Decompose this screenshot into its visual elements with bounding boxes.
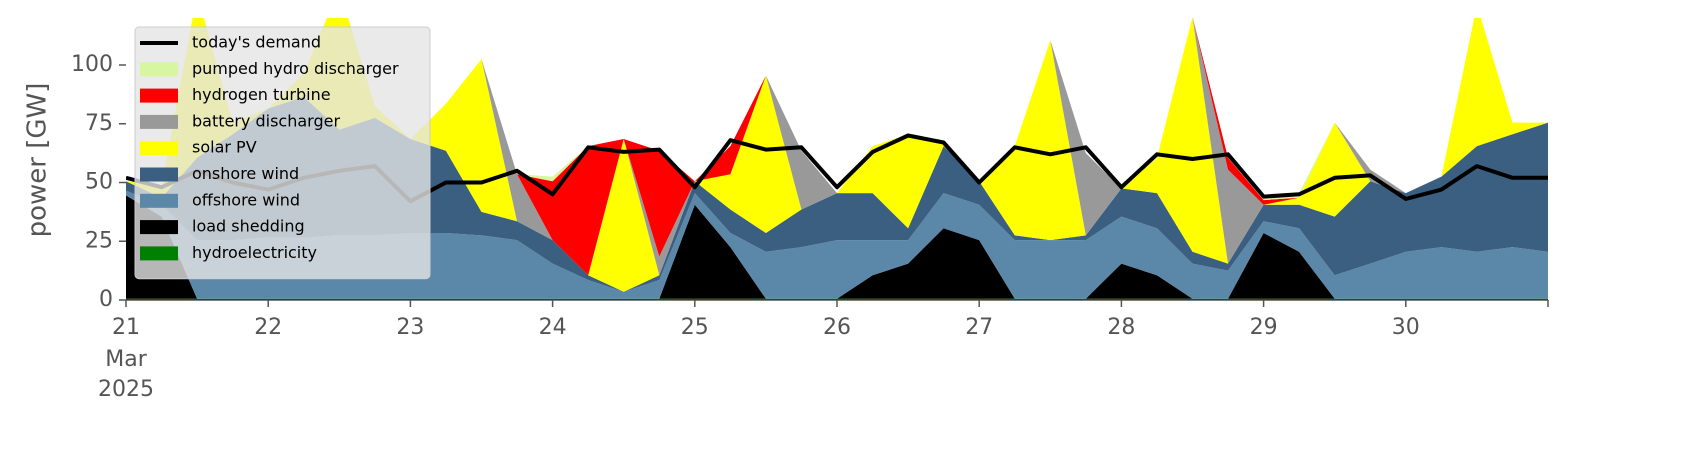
legend-label: battery discharger: [192, 111, 340, 130]
x-tick-label: 30: [1392, 315, 1420, 340]
y-tick-label: 0: [99, 287, 113, 312]
y-tick-label: 75: [85, 111, 113, 136]
y-tick-label: 50: [85, 170, 113, 195]
month-label: Mar: [105, 347, 147, 372]
area: [126, 195, 1548, 299]
x-tick-label: 21: [112, 315, 140, 340]
legend-swatch: [140, 167, 178, 182]
y-tick-label: 100: [71, 52, 113, 77]
x-tick-label: 27: [965, 315, 993, 340]
legend-label: offshore wind: [192, 190, 300, 209]
year-label: 2025: [98, 377, 154, 402]
x-tick-label: 28: [1107, 315, 1135, 340]
legend-box: [134, 26, 431, 280]
legend-label: solar PV: [192, 138, 257, 157]
y-axis-label: power [GW]: [23, 83, 53, 238]
y-tick-label: 25: [85, 228, 113, 253]
x-tick-label: 25: [681, 315, 709, 340]
legend-label: hydroelectricity: [192, 243, 317, 262]
legend-label: hydrogen turbine: [192, 85, 331, 104]
legend-label: pumped hydro discharger: [192, 59, 399, 78]
legend-label: onshore wind: [192, 164, 299, 183]
legend-swatch: [140, 193, 178, 208]
legend-swatch: [140, 114, 178, 129]
area: [126, 18, 1548, 292]
x-tick-label: 23: [396, 315, 424, 340]
x-tick-label: 24: [539, 315, 567, 340]
legend-swatch: [140, 62, 178, 77]
legend-swatch: [140, 246, 178, 261]
x-tick-label: 26: [823, 315, 851, 340]
x-tick-label: 22: [254, 315, 282, 340]
legend-label: load shedding: [192, 217, 305, 236]
legend-swatch: [140, 141, 178, 156]
x-tick-label: 29: [1250, 315, 1278, 340]
area: [126, 96, 1548, 292]
legend-swatch: [140, 88, 178, 103]
area: [126, 190, 1548, 299]
legend-swatch: [140, 220, 178, 235]
legend-label: today's demand: [192, 33, 321, 52]
